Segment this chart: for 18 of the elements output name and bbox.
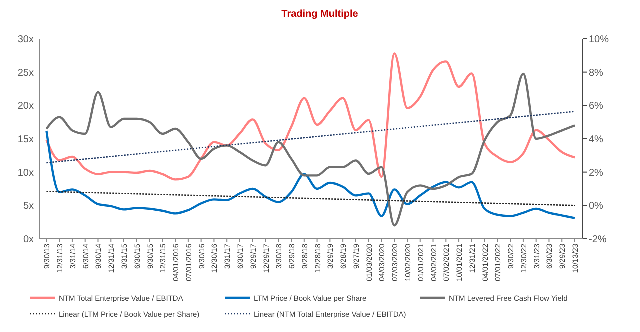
y2-tick-label: -2% xyxy=(589,234,607,246)
y-tick-label: 15x xyxy=(18,134,34,146)
y-tick-label: 5x xyxy=(23,201,34,212)
y2-tick-label: 2% xyxy=(589,168,604,179)
y2-tick-label: 0% xyxy=(589,201,604,212)
y-tick-label: 20x xyxy=(18,101,34,112)
line-series xyxy=(46,52,576,181)
y2-tick-label: 6% xyxy=(589,101,604,112)
y2-tick-label: 8% xyxy=(589,68,604,79)
chart-title: Trading Multiple xyxy=(282,9,359,20)
y-tick-label: 10x xyxy=(18,168,34,179)
y-tick-label: 0x xyxy=(23,234,34,246)
line-series xyxy=(46,72,576,227)
line-series xyxy=(46,130,576,220)
y2-tick-label: 4% xyxy=(589,134,604,146)
y-tick-label: 30x xyxy=(18,34,34,46)
y-tick-label: 25x xyxy=(18,68,34,79)
y2-tick-label: 10% xyxy=(589,34,610,46)
